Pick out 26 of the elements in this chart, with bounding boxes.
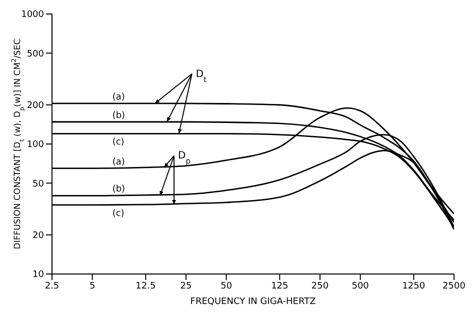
x-tick-label: 2500: [442, 281, 466, 292]
y-tick-label: 20: [32, 231, 44, 242]
annotation: D$_{p}$: [178, 150, 191, 166]
y-tick-label: 1000: [21, 10, 44, 20]
y-tick-label: 10: [32, 270, 44, 280]
y-tick-label: 500: [26, 49, 44, 60]
series-label: (c): [112, 138, 124, 148]
series-label: (c): [112, 208, 124, 219]
x-tick-label: 12.5: [136, 281, 156, 292]
x-tick-label: 2.5: [44, 281, 60, 292]
x-tick-label: 50: [220, 281, 232, 292]
x-tick-label: 125: [271, 281, 288, 292]
series-label: (a): [112, 92, 125, 102]
series-label: (b): [112, 184, 126, 195]
series-label: (b): [112, 110, 126, 121]
x-tick-label: 500: [352, 281, 370, 292]
x-tick-label: 250: [311, 281, 329, 292]
y-tick-label: 50: [32, 179, 44, 190]
x-tick-label: 25: [180, 281, 192, 292]
y-tick-label: 100: [26, 140, 44, 150]
x-axis-title: FREQUENCY IN GIGA-HERTZ: [190, 297, 316, 307]
series-label: (a): [112, 157, 125, 168]
annotation: D$_{t}$: [196, 68, 207, 84]
y-tick-label: 200: [26, 101, 44, 112]
x-tick-label: 1250: [402, 281, 426, 292]
x-tick-label: 5: [89, 281, 96, 292]
